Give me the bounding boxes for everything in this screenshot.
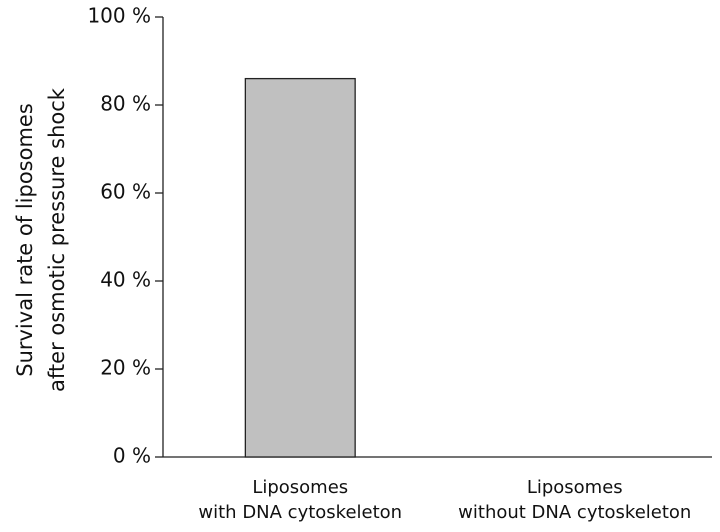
y-tick-label: 0 % xyxy=(113,444,151,468)
y-axis-label-line: after osmotic pressure shock xyxy=(45,87,69,392)
x-tick-label: Liposomes without DNA cytoskeleton xyxy=(458,477,691,523)
y-tick-label: 60 % xyxy=(100,180,151,204)
bar xyxy=(244,77,356,458)
y-tick-label: 80 % xyxy=(100,92,151,116)
y-axis-label: Survival rate of liposomes after osmotic… xyxy=(13,87,69,392)
x-tick-label: Liposomes with DNA cytoskeleton xyxy=(198,477,402,523)
y-tick-label: 100 % xyxy=(87,4,151,28)
y-tick-label: 40 % xyxy=(100,268,151,292)
y-axis-label-line: Survival rate of liposomes xyxy=(13,103,37,377)
y-tick-label: 20 % xyxy=(100,356,151,380)
